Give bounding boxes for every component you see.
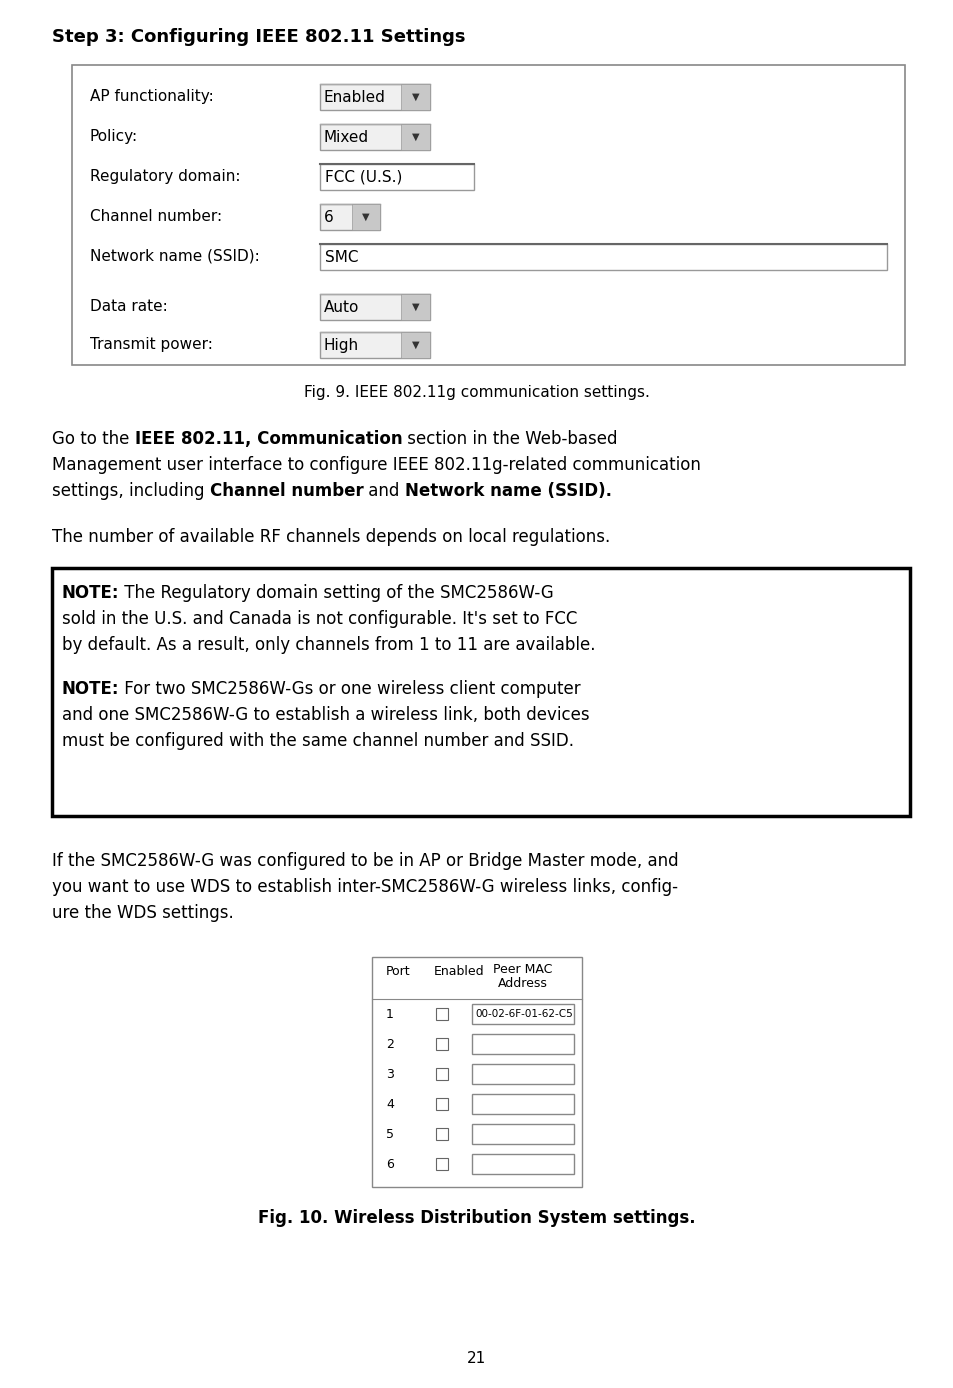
Text: Auto: Auto xyxy=(324,300,359,315)
Text: Channel number:: Channel number: xyxy=(90,208,222,223)
Text: 00-02-6F-01-62-C5: 00-02-6F-01-62-C5 xyxy=(475,1009,572,1019)
Bar xyxy=(319,244,886,271)
Bar xyxy=(319,85,430,110)
Text: ure the WDS settings.: ure the WDS settings. xyxy=(52,904,233,922)
Bar xyxy=(472,1153,574,1174)
Bar xyxy=(52,568,909,816)
Bar xyxy=(436,1098,448,1110)
Text: Fig. 9. IEEE 802.11g communication settings.: Fig. 9. IEEE 802.11g communication setti… xyxy=(304,384,649,400)
Text: Peer MAC: Peer MAC xyxy=(493,963,552,976)
Text: NOTE:: NOTE: xyxy=(62,680,119,698)
Bar xyxy=(319,332,430,358)
Bar xyxy=(319,164,474,190)
Text: Network name (SSID):: Network name (SSID): xyxy=(90,248,259,264)
Text: Fig. 10. Wireless Distribution System settings.: Fig. 10. Wireless Distribution System se… xyxy=(258,1209,695,1227)
Bar xyxy=(472,1004,574,1024)
Bar xyxy=(436,1158,448,1170)
Text: 6: 6 xyxy=(386,1158,394,1170)
Text: ▼: ▼ xyxy=(412,303,419,312)
Text: section in the Web-based: section in the Web-based xyxy=(402,430,618,448)
Text: Mixed: Mixed xyxy=(324,129,369,144)
Text: For two SMC2586W-Gs or one wireless client computer: For two SMC2586W-Gs or one wireless clie… xyxy=(119,680,580,698)
Bar xyxy=(436,1067,448,1080)
Text: Step 3: Configuring IEEE 802.11 Settings: Step 3: Configuring IEEE 802.11 Settings xyxy=(52,28,465,46)
Bar xyxy=(401,332,430,358)
Text: and one SMC2586W-G to establish a wireless link, both devices: and one SMC2586W-G to establish a wirele… xyxy=(62,706,589,725)
Bar xyxy=(472,1124,574,1144)
Text: Data rate:: Data rate: xyxy=(90,298,168,314)
Text: ▼: ▼ xyxy=(362,212,370,222)
Text: Regulatory domain:: Regulatory domain: xyxy=(90,168,240,183)
Text: The number of available RF channels depends on local regulations.: The number of available RF channels depe… xyxy=(52,527,610,545)
Bar xyxy=(372,956,581,1187)
Bar xyxy=(319,204,380,230)
Text: AP functionality:: AP functionality: xyxy=(90,89,213,104)
Text: Management user interface to configure IEEE 802.11g-related communication: Management user interface to configure I… xyxy=(52,457,700,473)
Bar xyxy=(472,1034,574,1053)
Bar xyxy=(436,1008,448,1020)
Text: Channel number: Channel number xyxy=(210,482,363,500)
Text: The Regulatory domain setting of the SMC2586W-G: The Regulatory domain setting of the SMC… xyxy=(119,584,554,602)
Text: High: High xyxy=(324,337,358,353)
Text: Port: Port xyxy=(386,965,410,979)
Text: Enabled: Enabled xyxy=(324,89,385,104)
Bar xyxy=(319,294,430,321)
Text: SMC: SMC xyxy=(325,250,358,265)
Bar xyxy=(472,1065,574,1084)
Text: Address: Address xyxy=(497,977,547,990)
Text: FCC (U.S.): FCC (U.S.) xyxy=(325,169,402,185)
Bar xyxy=(436,1038,448,1049)
Text: Policy:: Policy: xyxy=(90,129,138,143)
Text: 3: 3 xyxy=(386,1067,394,1080)
Bar xyxy=(401,85,430,110)
Text: Go to the: Go to the xyxy=(52,430,134,448)
Text: by default. As a result, only channels from 1 to 11 are available.: by default. As a result, only channels f… xyxy=(62,636,595,654)
Text: 4: 4 xyxy=(386,1098,394,1110)
Bar xyxy=(401,124,430,150)
Text: 21: 21 xyxy=(467,1351,486,1366)
Text: Transmit power:: Transmit power: xyxy=(90,336,213,351)
Text: ▼: ▼ xyxy=(412,92,419,101)
Bar xyxy=(319,124,430,150)
Text: must be configured with the same channel number and SSID.: must be configured with the same channel… xyxy=(62,731,574,750)
Text: NOTE:: NOTE: xyxy=(62,584,119,602)
Bar xyxy=(472,1094,574,1115)
Text: If the SMC2586W-G was configured to be in AP or Bridge Master mode, and: If the SMC2586W-G was configured to be i… xyxy=(52,852,678,870)
Text: 1: 1 xyxy=(386,1008,394,1020)
Text: and: and xyxy=(363,482,405,500)
Text: you want to use WDS to establish inter-SMC2586W-G wireless links, config-: you want to use WDS to establish inter-S… xyxy=(52,879,678,897)
Text: sold in the U.S. and Canada is not configurable. It's set to FCC: sold in the U.S. and Canada is not confi… xyxy=(62,609,577,627)
Text: Enabled: Enabled xyxy=(434,965,484,979)
Text: settings, including: settings, including xyxy=(52,482,210,500)
Bar xyxy=(71,65,904,365)
Text: IEEE 802.11, Communication: IEEE 802.11, Communication xyxy=(134,430,402,448)
Text: 5: 5 xyxy=(386,1127,394,1141)
Text: 6: 6 xyxy=(324,210,334,225)
Text: ▼: ▼ xyxy=(412,132,419,142)
Text: Network name (SSID).: Network name (SSID). xyxy=(405,482,612,500)
Text: ▼: ▼ xyxy=(412,340,419,350)
Text: 2: 2 xyxy=(386,1037,394,1051)
Bar xyxy=(352,204,380,230)
Bar xyxy=(436,1128,448,1140)
Bar xyxy=(401,294,430,321)
